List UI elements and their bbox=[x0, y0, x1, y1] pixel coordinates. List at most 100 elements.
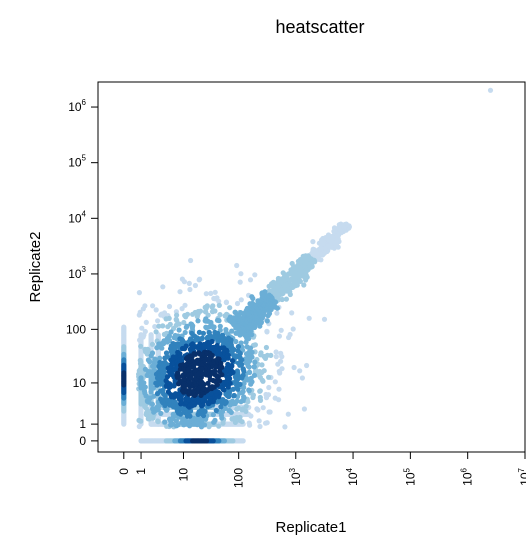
data-point bbox=[166, 303, 173, 310]
data-point bbox=[121, 376, 127, 382]
data-point bbox=[181, 319, 187, 326]
data-point bbox=[263, 344, 269, 351]
data-point bbox=[242, 333, 248, 339]
data-point bbox=[316, 240, 322, 246]
data-point bbox=[147, 359, 153, 365]
data-point bbox=[203, 291, 209, 297]
data-point bbox=[244, 344, 250, 350]
outlier-point bbox=[487, 87, 494, 93]
data-point bbox=[155, 318, 161, 324]
data-point bbox=[192, 282, 198, 289]
data-point bbox=[162, 393, 168, 399]
data-point bbox=[335, 244, 341, 250]
x-tick-label: 105 bbox=[402, 467, 417, 485]
data-point bbox=[235, 344, 241, 350]
data-point bbox=[273, 354, 279, 360]
data-point bbox=[256, 418, 262, 424]
data-point bbox=[136, 290, 142, 296]
data-point bbox=[213, 407, 219, 414]
data-point bbox=[156, 323, 162, 329]
data-point bbox=[246, 387, 252, 393]
data-point bbox=[187, 286, 193, 293]
data-point bbox=[234, 262, 240, 269]
data-point bbox=[183, 324, 189, 330]
data-point bbox=[200, 330, 206, 336]
y-tick-label: 0 bbox=[79, 434, 86, 448]
data-point bbox=[209, 309, 216, 315]
x-tick-label: 100 bbox=[232, 468, 246, 488]
data-point bbox=[146, 408, 152, 414]
data-point bbox=[160, 341, 167, 347]
data-point bbox=[278, 350, 284, 356]
data-point bbox=[252, 272, 258, 278]
x-tick-label: 106 bbox=[460, 467, 475, 485]
data-point bbox=[167, 338, 173, 344]
data-point bbox=[234, 398, 240, 404]
data-point bbox=[250, 295, 256, 302]
data-point bbox=[206, 424, 212, 430]
data-point bbox=[217, 368, 223, 375]
data-point bbox=[217, 323, 223, 329]
data-point bbox=[188, 257, 194, 264]
data-point bbox=[282, 424, 288, 430]
data-point bbox=[138, 418, 144, 424]
data-point bbox=[234, 406, 240, 412]
data-point bbox=[152, 324, 158, 330]
data-point bbox=[206, 357, 212, 363]
data-point bbox=[158, 410, 164, 416]
data-point bbox=[182, 346, 188, 352]
points-layer bbox=[121, 87, 494, 444]
data-point bbox=[248, 413, 254, 419]
data-point bbox=[148, 353, 154, 359]
data-point bbox=[257, 394, 263, 401]
data-point bbox=[231, 322, 237, 328]
data-point bbox=[223, 299, 229, 306]
data-point bbox=[181, 381, 187, 387]
data-point bbox=[291, 364, 297, 371]
data-point bbox=[140, 334, 146, 340]
data-point bbox=[310, 239, 316, 245]
data-point bbox=[290, 326, 296, 332]
data-point bbox=[209, 304, 215, 310]
data-point bbox=[321, 316, 328, 322]
data-point bbox=[266, 384, 272, 391]
y-tick-label: 105 bbox=[68, 154, 86, 170]
data-point bbox=[153, 329, 159, 335]
data-point bbox=[257, 423, 263, 430]
data-point bbox=[252, 368, 258, 375]
data-point bbox=[137, 337, 143, 343]
x-tick-label: 107 bbox=[517, 467, 526, 485]
data-point bbox=[176, 327, 182, 333]
data-point bbox=[263, 420, 269, 426]
data-point bbox=[183, 314, 189, 320]
data-point bbox=[195, 318, 201, 324]
data-point bbox=[143, 319, 149, 325]
data-point bbox=[229, 328, 235, 334]
data-point bbox=[177, 289, 183, 295]
data-point bbox=[229, 416, 235, 422]
data-point bbox=[266, 374, 272, 380]
x-tick-label: 10 bbox=[176, 468, 190, 482]
y-tick-label: 106 bbox=[68, 98, 86, 114]
data-point bbox=[260, 405, 266, 411]
data-point bbox=[200, 386, 206, 392]
data-point bbox=[266, 409, 272, 415]
data-point bbox=[246, 336, 252, 342]
data-point bbox=[172, 391, 179, 397]
data-point bbox=[143, 393, 149, 399]
data-point bbox=[160, 323, 166, 329]
x-tick-label: 0 bbox=[117, 468, 131, 475]
data-point bbox=[160, 284, 166, 290]
data-point bbox=[216, 423, 222, 429]
data-point bbox=[144, 351, 150, 357]
data-point bbox=[235, 360, 242, 366]
x-tick-label: 1 bbox=[134, 468, 148, 475]
data-point bbox=[251, 364, 257, 370]
data-point bbox=[139, 325, 145, 331]
data-point bbox=[231, 393, 237, 399]
data-point bbox=[299, 375, 305, 381]
data-point bbox=[233, 338, 239, 345]
data-point bbox=[273, 349, 279, 355]
y-axis-label: Replicate2 bbox=[27, 232, 44, 303]
data-point bbox=[238, 297, 244, 303]
